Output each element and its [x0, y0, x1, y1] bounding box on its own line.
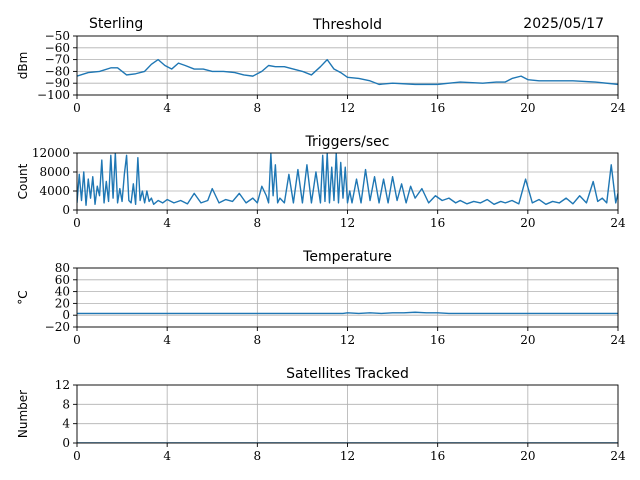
data-series-line [77, 311, 618, 315]
station-label: Sterling [89, 16, 143, 32]
date-label: 2025/05/17 [523, 16, 604, 32]
y-tick-label: −60 [45, 41, 70, 55]
x-tick-label: 16 [430, 449, 445, 463]
x-tick-label: 0 [73, 101, 81, 115]
y-tick-label: 0 [62, 203, 70, 217]
panel-title: Satellites Tracked [286, 366, 409, 382]
x-tick-label: 20 [520, 216, 535, 230]
x-tick-label: 4 [163, 101, 171, 115]
y-tick-label: 20 [55, 296, 70, 310]
x-tick-label: 0 [73, 333, 81, 347]
y-axis-label: Number [16, 390, 30, 438]
x-tick-label: 20 [520, 101, 535, 115]
panel-title: Temperature [302, 249, 392, 265]
x-tick-label: 24 [610, 216, 626, 230]
y-tick-label: 80 [55, 261, 70, 275]
panel-title: Threshold [312, 17, 382, 33]
y-tick-label: 0 [62, 436, 70, 450]
panel-title: Triggers/sec [305, 134, 390, 150]
x-tick-label: 0 [73, 216, 81, 230]
x-tick-label: 12 [340, 449, 355, 463]
x-tick-label: 12 [340, 101, 355, 115]
x-tick-label: 12 [340, 333, 355, 347]
y-tick-label: 4 [62, 417, 70, 431]
x-tick-label: 8 [254, 449, 262, 463]
x-tick-label: 24 [610, 101, 626, 115]
y-tick-label: −50 [45, 29, 70, 43]
x-tick-label: 4 [163, 216, 171, 230]
y-tick-label: 4000 [39, 184, 70, 198]
panel-2: Triggers/sec Count 0 4 8 12 16 20 24 12000 8000 400… [16, 134, 626, 230]
x-tick-label: 24 [610, 333, 626, 347]
y-axis-label: °C [16, 290, 30, 304]
y-axis-label: dBm [16, 52, 30, 80]
x-tick-label: 24 [610, 449, 626, 463]
x-tick-label: 8 [254, 216, 262, 230]
x-tick-label: 16 [430, 101, 445, 115]
y-tick-label: −80 [45, 64, 70, 78]
x-tick-label: 8 [254, 101, 262, 115]
y-tick-label: 40 [55, 285, 70, 299]
data-series-line [77, 153, 618, 206]
y-tick-label: 0 [62, 308, 70, 322]
chart-panels: Threshold dBm 0 4 8 12 16 20 24 −50−60−70−80−90−1… [16, 17, 626, 463]
y-tick-label: −20 [45, 320, 70, 334]
x-tick-label: 16 [430, 216, 445, 230]
x-tick-label: 4 [163, 449, 171, 463]
x-tick-label: 8 [254, 333, 262, 347]
y-tick-label: −90 [45, 76, 70, 90]
y-tick-label: 60 [55, 273, 70, 287]
x-tick-label: 16 [430, 333, 445, 347]
y-tick-label: −70 [45, 53, 70, 67]
x-tick-label: 12 [340, 216, 355, 230]
data-series-line [77, 58, 618, 86]
x-tick-label: 20 [520, 333, 535, 347]
y-tick-label: 12 [55, 378, 70, 392]
panel-4: Satellites Tracked Number 0 4 8 12 16 20 24 12 8 4 0 [16, 366, 626, 463]
x-tick-label: 20 [520, 449, 535, 463]
x-tick-label: 4 [163, 333, 171, 347]
panel-1: Threshold dBm 0 4 8 12 16 20 24 −50−60−70−80−90−1… [16, 17, 626, 115]
y-tick-label: 8 [62, 397, 70, 411]
y-tick-label: 12000 [32, 146, 70, 160]
x-tick-label: 0 [73, 449, 81, 463]
y-tick-label: 8000 [39, 165, 70, 179]
y-tick-label: −100 [37, 88, 70, 102]
y-axis-label: Count [16, 163, 30, 199]
